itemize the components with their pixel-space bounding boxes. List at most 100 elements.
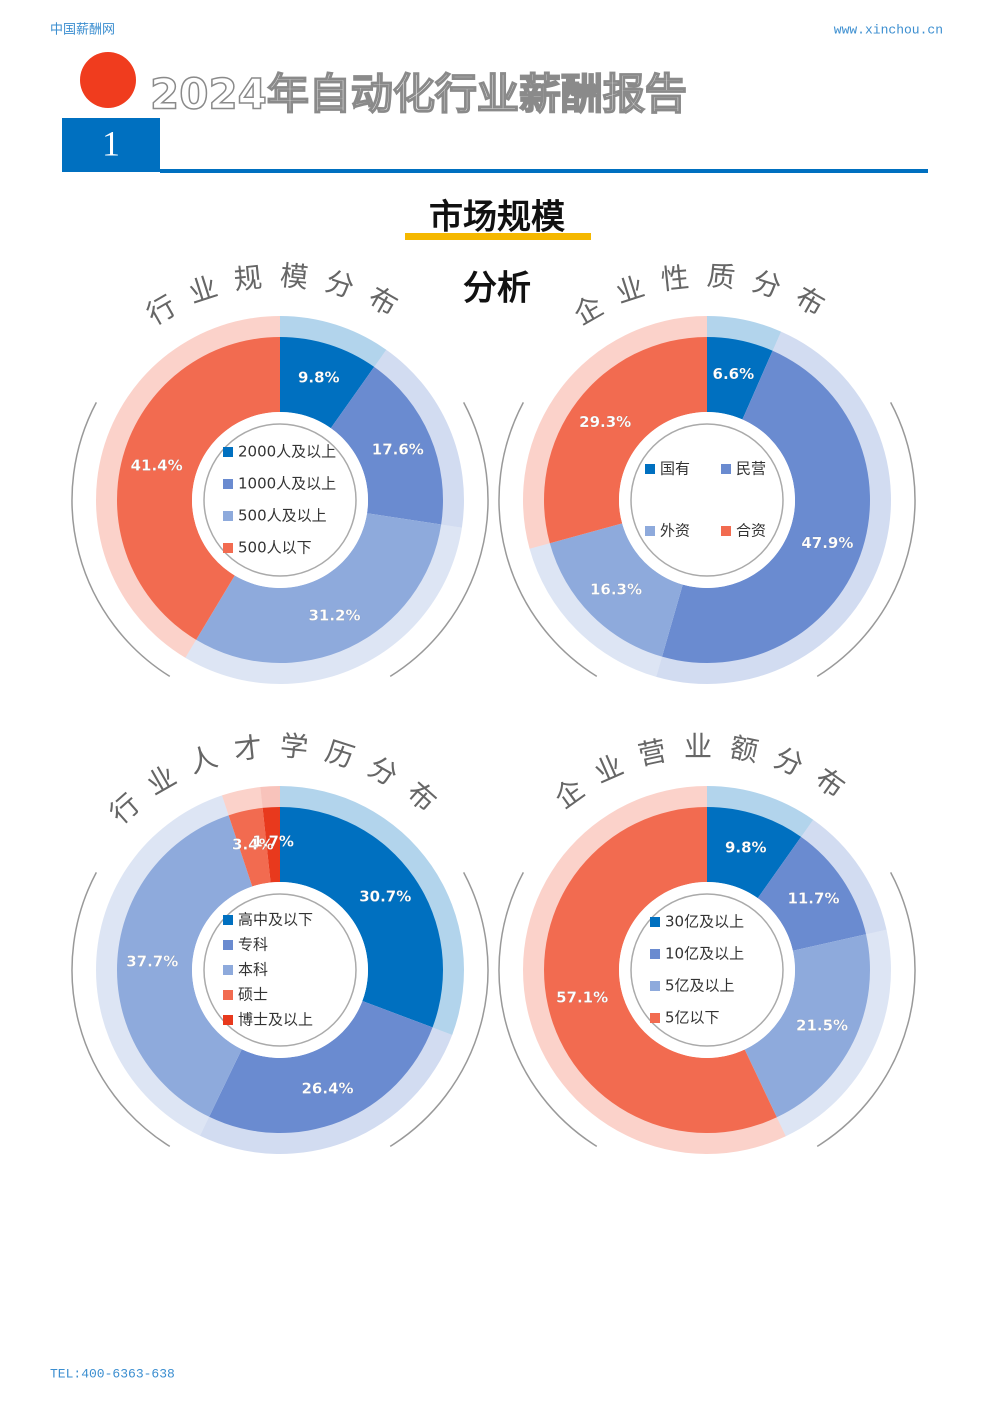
- legend-swatch: [223, 1015, 233, 1025]
- section-box: [62, 118, 160, 172]
- frame-arc: [71, 871, 171, 1148]
- footer-phone: TEL:400-6363-638: [50, 1366, 175, 1381]
- value-label: 9.8%: [725, 839, 767, 857]
- value-label: 37.7%: [126, 952, 178, 970]
- legend-swatch: [650, 981, 660, 991]
- segment: [196, 513, 442, 663]
- segment: [228, 807, 271, 887]
- legend-swatch: [223, 543, 233, 553]
- segment: [280, 807, 443, 1028]
- segment-halo: [529, 542, 663, 677]
- value-label: 9.8%: [298, 369, 340, 387]
- donut-chart: 企业营业额分布9.8%11.7%21.5%57.1%30亿及以上10亿及以上5亿…: [498, 730, 916, 1155]
- legend-label: 30亿及以上: [665, 913, 744, 931]
- inner-ring-line: [630, 893, 784, 1047]
- donut-chart: 行业人才学历分布30.7%26.4%37.7%3.4%1.7%高中及以下专科本科…: [71, 729, 489, 1154]
- legend-label: 国有: [660, 460, 690, 478]
- legend-label: 5亿及以上: [665, 977, 735, 995]
- segment: [209, 1001, 433, 1133]
- segment: [117, 815, 253, 1117]
- value-label: 6.6%: [713, 365, 755, 383]
- legend-label: 博士及以上: [238, 1011, 313, 1029]
- segment-halo: [707, 316, 782, 352]
- legend-swatch: [223, 511, 233, 521]
- legend-label: 10亿及以上: [665, 945, 744, 963]
- inner-ring-line: [203, 423, 357, 577]
- legend-label: 民营: [736, 460, 766, 478]
- legend-label: 本科: [238, 961, 268, 979]
- value-label: 26.4%: [302, 1079, 354, 1097]
- segment: [744, 934, 870, 1118]
- donut-chart: 行业规模分布9.8%17.6%31.2%41.4%2000人及以上1000人及以…: [71, 259, 489, 685]
- segment: [662, 350, 871, 663]
- legend-swatch: [223, 447, 233, 457]
- segment-halo: [96, 795, 229, 1136]
- value-label: 29.3%: [579, 413, 631, 431]
- value-label: 31.2%: [308, 606, 360, 624]
- segment: [549, 523, 683, 657]
- header-rule: [160, 169, 928, 173]
- segment: [757, 836, 867, 951]
- segment-halo: [221, 787, 263, 817]
- frame-arc: [498, 871, 598, 1148]
- segment-halo: [776, 929, 891, 1137]
- frame-arc: [816, 401, 916, 678]
- legend-swatch: [650, 1013, 660, 1023]
- legend-swatch: [645, 526, 655, 536]
- legend-label: 5亿以下: [665, 1009, 720, 1027]
- legend-label: 500人以下: [238, 539, 312, 557]
- value-label: 16.3%: [590, 581, 642, 599]
- legend-swatch: [223, 965, 233, 975]
- value-label: 11.7%: [787, 889, 839, 907]
- segment-halo: [96, 316, 280, 658]
- inner-ring: [619, 882, 795, 1058]
- segment: [544, 337, 707, 544]
- segment-halo: [185, 524, 462, 685]
- segment: [707, 337, 773, 420]
- report-title: 2024年自动化行业薪酬报告: [150, 70, 687, 119]
- inner-ring-line: [203, 893, 357, 1047]
- segment-halo: [523, 316, 707, 549]
- section-title: 市场规模: [429, 198, 565, 238]
- legend-swatch: [223, 940, 233, 950]
- segment: [262, 807, 280, 883]
- legend-label: 硕士: [238, 986, 268, 1004]
- frame-arc: [498, 401, 598, 678]
- segment: [330, 366, 443, 525]
- segment: [280, 337, 375, 429]
- segment: [707, 807, 802, 899]
- charts: 行业规模分布9.8%17.6%31.2%41.4%2000人及以上1000人及以…: [71, 259, 916, 1155]
- section-number: 1: [102, 123, 120, 163]
- value-label: 41.4%: [131, 456, 183, 474]
- inner-ring: [619, 412, 795, 588]
- legend-swatch: [223, 915, 233, 925]
- legend-swatch: [650, 917, 660, 927]
- header-dot: [80, 52, 136, 108]
- value-label: 17.6%: [372, 440, 424, 458]
- frame-arc: [71, 401, 171, 678]
- frame-arc: [389, 401, 489, 678]
- legend-label: 外资: [660, 522, 690, 540]
- frame-arc: [389, 871, 489, 1148]
- value-label: 47.9%: [801, 534, 853, 552]
- legend-swatch: [645, 464, 655, 474]
- segment-halo: [800, 819, 887, 935]
- value-label: 3.4%: [232, 835, 274, 853]
- inner-ring: [192, 882, 368, 1058]
- legend-label: 2000人及以上: [238, 443, 336, 461]
- value-label: 21.5%: [796, 1017, 848, 1035]
- value-label: 30.7%: [359, 888, 411, 906]
- legend-swatch: [721, 464, 731, 474]
- inner-ring: [192, 412, 368, 588]
- legend-label: 1000人及以上: [238, 475, 336, 493]
- legend-swatch: [223, 990, 233, 1000]
- segment-halo: [260, 786, 280, 809]
- value-label: 1.7%: [252, 833, 294, 851]
- inner-ring-line: [630, 423, 784, 577]
- legend-swatch: [650, 949, 660, 959]
- frame-arc: [816, 871, 916, 1148]
- value-label: 57.1%: [556, 989, 608, 1007]
